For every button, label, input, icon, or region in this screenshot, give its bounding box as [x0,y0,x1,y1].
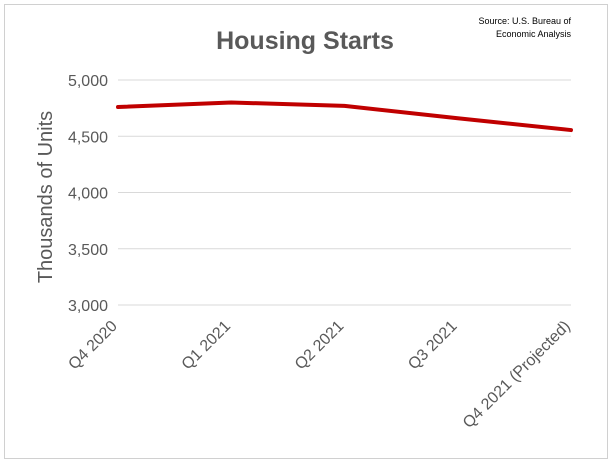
chart-title: Housing Starts [216,27,394,55]
x-tick-label: Q1 2021 [179,318,234,373]
y-tick-label: 5,000 [68,73,108,90]
x-tick-label: Q2 2021 [292,318,347,373]
x-tick-label: Q4 2020 [65,318,120,373]
y-tick-label: 4,500 [68,129,108,146]
x-tick-label: Q3 2021 [405,318,460,373]
chart-frame: Housing Starts Source: U.S. Bureau of Ec… [4,4,608,459]
series-group [116,100,573,133]
gridlines [118,79,571,306]
source-note-line-2: Economic Analysis [496,29,572,39]
source-note-line-1: Source: U.S. Bureau of [478,16,571,26]
y-axis-ticks: 3,000 3,500 4,000 4,500 5,000 [68,73,108,315]
x-axis-ticks: Q4 2020 Q1 2021 Q2 2021 Q3 2021 Q4 2021 (Pro… [65,318,573,432]
y-tick-label: 3,000 [68,298,108,315]
y-axis-title: Thousands of Units [35,111,57,283]
chart-svg: Housing Starts Source: U.S. Bureau of Ec… [35,16,574,432]
series-line [116,100,573,133]
y-tick-label: 3,500 [68,242,108,259]
x-tick-label: Q4 2021 (Projected) [460,318,574,432]
y-tick-label: 4,000 [68,186,108,203]
